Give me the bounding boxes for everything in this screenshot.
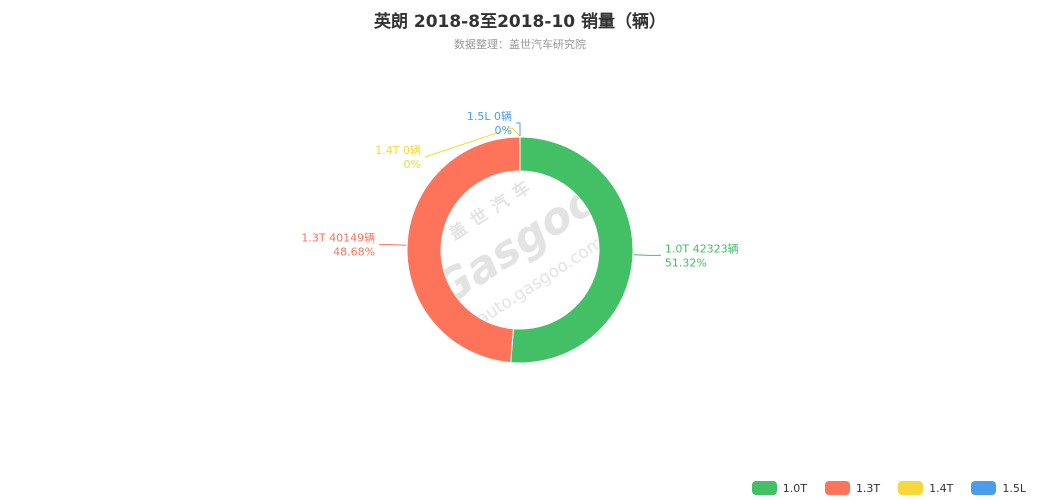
- legend-item-1-5l[interactable]: 1.5L: [971, 481, 1026, 495]
- slice-label-1-5l: 1.5L 0辆: [467, 109, 512, 123]
- legend-item-1-0t[interactable]: 1.0T: [751, 481, 807, 495]
- leader-line-1-3t: [379, 244, 407, 246]
- legend-label: 1.3T: [855, 481, 881, 495]
- legend-item-1-3t[interactable]: 1.3T: [824, 481, 881, 495]
- legend-label: 1.0T: [782, 481, 807, 495]
- donut-slices: [406, 136, 634, 364]
- leader-line-1-0t: [633, 254, 661, 256]
- leader-line-1-5l: [516, 122, 521, 136]
- legend-label: 1.4T: [929, 481, 954, 495]
- legend-swatch: [751, 481, 777, 495]
- slice-1-0t[interactable]: [510, 136, 634, 364]
- slice-percent-1-3t: 48.68%: [333, 246, 375, 259]
- chart-subtitle: 数据整理：盖世汽车研究院: [454, 38, 586, 51]
- slice-1-3t[interactable]: [406, 136, 521, 364]
- legend-item-1-4t[interactable]: 1.4T: [898, 481, 953, 495]
- legend: 1.0T 1.3T 1.4T 1.5L: [751, 480, 1026, 496]
- slice-label-1-3t: 1.3T 40149辆: [301, 231, 375, 245]
- slice-label-1-0t: 1.0T 42323辆: [665, 241, 739, 255]
- legend-label: 1.5L: [1002, 481, 1026, 495]
- chart-title: 英朗 2018-8至2018-10 销量（辆）: [373, 12, 667, 32]
- slice-label-1-4t: 1.4T 0辆: [375, 143, 421, 157]
- legend-swatch: [824, 481, 850, 495]
- slice-percent-1-5l: 0%: [495, 124, 512, 137]
- leader-line-1-4t: [424, 127, 521, 158]
- legend-swatch: [971, 481, 997, 495]
- slice-percent-1-0t: 51.32%: [665, 256, 707, 269]
- label-leaders: [379, 122, 661, 256]
- legend-swatch: [898, 481, 924, 495]
- slice-percent-1-4t: 0%: [404, 158, 421, 171]
